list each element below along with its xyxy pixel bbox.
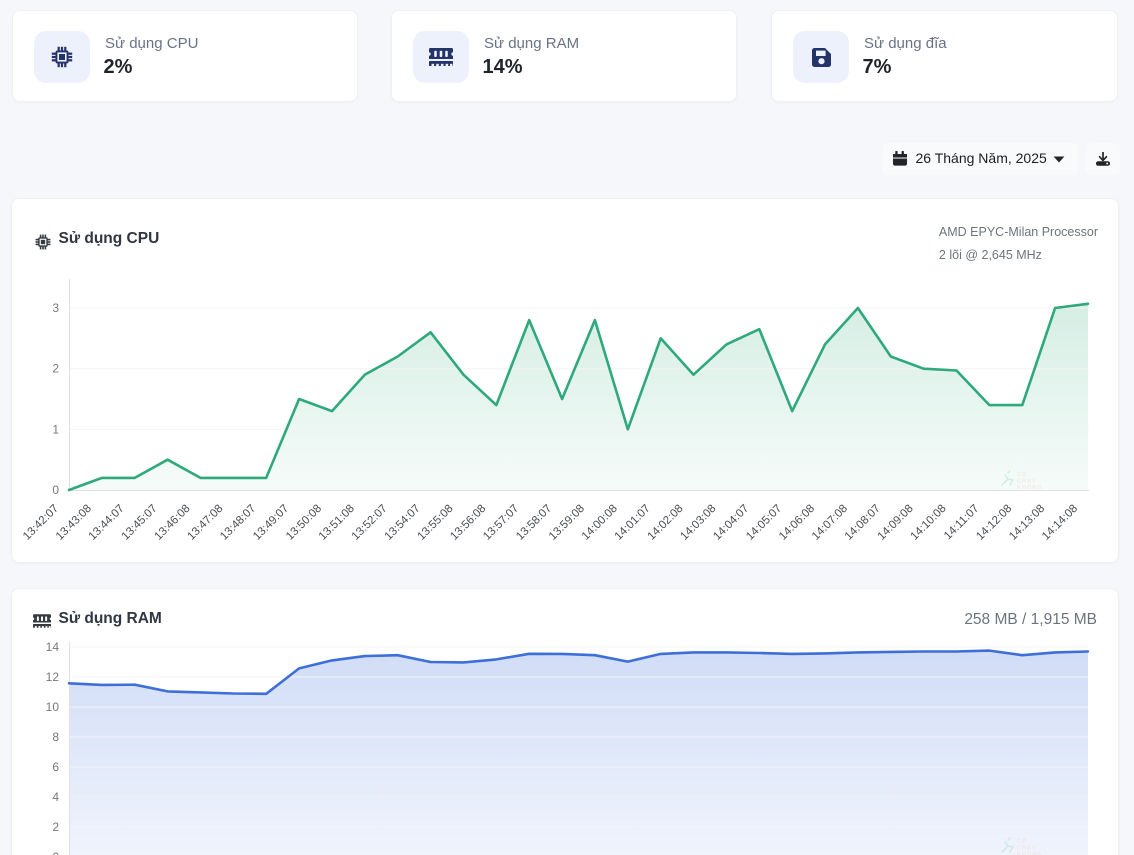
svg-text:6: 6 bbox=[52, 760, 59, 774]
svg-text:2: 2 bbox=[52, 820, 59, 834]
svg-text:KHÔNG: KHÔNG bbox=[1017, 850, 1042, 855]
svg-text:0: 0 bbox=[52, 483, 59, 497]
svg-text:CHẠY: CHẠY bbox=[1017, 846, 1037, 852]
svg-text:14: 14 bbox=[46, 640, 60, 654]
svg-text:3: 3 bbox=[52, 301, 59, 315]
svg-text:0: 0 bbox=[52, 850, 59, 855]
svg-text:KHÔNG: KHÔNG bbox=[1017, 483, 1042, 491]
svg-text:4: 4 bbox=[52, 790, 59, 804]
svg-text:12: 12 bbox=[46, 670, 60, 684]
svg-text:CÓ: CÓ bbox=[1017, 837, 1027, 845]
svg-text:2: 2 bbox=[52, 362, 59, 376]
svg-text:10: 10 bbox=[46, 700, 60, 714]
svg-text:14:10:08: 14:10:08 bbox=[908, 503, 948, 543]
svg-text:CÓ: CÓ bbox=[1017, 470, 1027, 478]
svg-text:1: 1 bbox=[52, 422, 59, 436]
svg-text:14:14:08: 14:14:08 bbox=[1040, 503, 1080, 543]
svg-text:8: 8 bbox=[52, 730, 59, 744]
svg-text:CHẠY: CHẠY bbox=[1017, 479, 1037, 485]
